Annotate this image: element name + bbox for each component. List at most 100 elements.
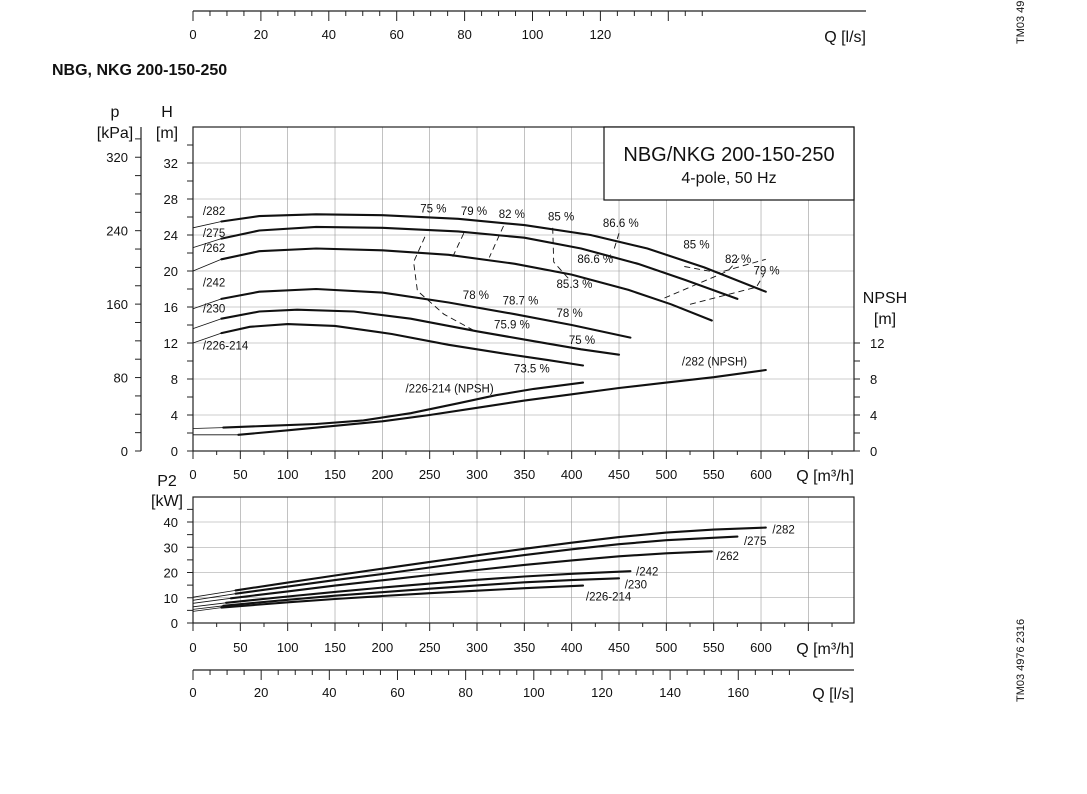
power-x-tick-label: 0 — [189, 640, 196, 655]
efficiency-iso-line — [689, 274, 765, 305]
top-ls-tick-label: 0 — [189, 27, 196, 42]
power-plot-frame — [192, 496, 855, 624]
efficiency-iso-line — [451, 233, 465, 258]
head-curve-label: /282 — [203, 206, 225, 218]
power-tick-label: 20 — [164, 566, 178, 581]
power-x-tick-label: 450 — [608, 640, 630, 655]
efficiency-iso-line — [413, 236, 478, 333]
power-curve-extension — [192, 605, 224, 610]
head-x-tick-label: 0 — [189, 467, 196, 482]
power-curves — [192, 526, 767, 612]
efficiency-label: 85 % — [683, 240, 709, 252]
head-x-tick-label: 450 — [608, 467, 630, 482]
power-curve-label: /242 — [636, 567, 658, 579]
head-tick-label: 0 — [171, 444, 178, 459]
top-ls-tick-label: 20 — [254, 27, 268, 42]
top-flow-ls-axis: 0 20 40 60 80 100 120 — [189, 10, 866, 42]
bottom-ls-tick-label: 0 — [189, 685, 196, 700]
head-curve — [220, 323, 585, 367]
head-curve-label: /262 — [203, 243, 225, 255]
head-tick-label: 8 — [171, 372, 178, 387]
pressure-tick-label: 160 — [106, 297, 128, 312]
bottom-ls-tick-label: 160 — [727, 685, 749, 700]
power-curve — [225, 570, 632, 604]
head-curves — [192, 213, 767, 436]
efficiency-label: 75.9 % — [494, 320, 530, 332]
head-x-tick-label: 50 — [233, 467, 247, 482]
efficiency-label: 85.3 % — [557, 279, 593, 291]
head-curve — [220, 213, 767, 293]
power-x-tick-label: 550 — [703, 640, 725, 655]
power-labels: /282/275/262/242/230/226-214 — [586, 525, 795, 604]
power-axis-sub: [kW] — [151, 493, 183, 510]
head-curve — [220, 225, 739, 300]
pressure-tick-label: 80 — [114, 371, 128, 386]
head-x-tick-label: 150 — [324, 467, 346, 482]
npsh-tick-label: 12 — [870, 336, 884, 351]
npsh-curve — [237, 368, 767, 436]
power-x-tick-label: 250 — [419, 640, 441, 655]
head-curve-label: /242 — [203, 277, 225, 289]
power-curve-label: /282 — [772, 525, 794, 537]
head-x-axis-label: Q [m³/h] — [796, 468, 854, 485]
power-curve-extension — [192, 593, 236, 601]
head-curve-extension — [192, 221, 222, 229]
power-x-axis-label: Q [m³/h] — [796, 641, 854, 658]
power-curve — [220, 584, 585, 609]
bottom-ls-tick-label: 20 — [254, 685, 268, 700]
efficiency-label: 85 % — [548, 212, 574, 224]
head-axis-sub: [m] — [156, 125, 178, 142]
power-curve-label: /275 — [744, 536, 766, 548]
npsh-curve — [222, 381, 585, 429]
efficiency-label: 79 % — [753, 266, 779, 278]
head-curve — [220, 287, 632, 339]
power-x-tick-label: 50 — [233, 640, 247, 655]
efficiency-label: 78 % — [557, 308, 583, 320]
bottom-ls-tick-label: 80 — [458, 685, 472, 700]
pressure-axis-unit: p — [111, 104, 120, 121]
top-ls-tick-label: 40 — [322, 27, 336, 42]
efficiency-label: 86.6 % — [577, 254, 613, 266]
efficiency-label: 75 % — [420, 204, 446, 216]
head-curve-label: /226-214 — [203, 340, 249, 352]
power-curve — [234, 526, 767, 592]
section-title: NBG, NKG 200-150-250 — [52, 62, 227, 79]
head-tick-label: 24 — [164, 228, 178, 243]
efficiency-label: 78.7 % — [503, 295, 539, 307]
head-curve-extension — [192, 332, 222, 344]
efficiency-label: 78 % — [463, 290, 489, 302]
chart-id-top: TM03 49 — [1015, 1, 1027, 44]
head-x-tick-label: 600 — [750, 467, 772, 482]
power-grid — [193, 497, 854, 623]
npsh-curve-label: /226-214 (NPSH) — [405, 384, 493, 396]
power-tick-label: 40 — [164, 515, 178, 530]
head-curve — [220, 247, 713, 322]
head-curve-label: /230 — [203, 303, 225, 315]
pressure-tick-label: 0 — [121, 444, 128, 459]
power-tick-label: 10 — [164, 591, 178, 606]
efficiency-label: 86.6 % — [603, 218, 639, 230]
head-curve-extension — [192, 238, 222, 248]
efficiency-label: 75 % — [569, 335, 595, 347]
top-ls-axis-label: Q [l/s] — [824, 29, 866, 46]
legend-box-title: NBG/NKG 200-150-250 — [623, 144, 834, 166]
chart-id-side: TM03 4976 2316 — [1015, 619, 1027, 702]
power-curve — [229, 550, 713, 600]
power-curve-label: /226-214 — [586, 592, 632, 604]
bottom-ls-tick-label: 120 — [591, 685, 613, 700]
head-x-tick-label: 350 — [513, 467, 535, 482]
head-x-tick-label: 300 — [466, 467, 488, 482]
head-x-tick-label: 250 — [419, 467, 441, 482]
npsh-tick-label: 0 — [870, 444, 877, 459]
power-x-tick-label: 300 — [466, 640, 488, 655]
head-tick-label: 20 — [164, 264, 178, 279]
power-x-tick-label: 350 — [513, 640, 535, 655]
head-tick-label: 12 — [164, 336, 178, 351]
pressure-axis-sub: [kPa] — [97, 125, 133, 142]
head-curve-extension — [192, 318, 222, 329]
head-curve — [220, 308, 621, 356]
efficiency-iso-line — [664, 254, 743, 299]
power-curve — [222, 577, 621, 607]
